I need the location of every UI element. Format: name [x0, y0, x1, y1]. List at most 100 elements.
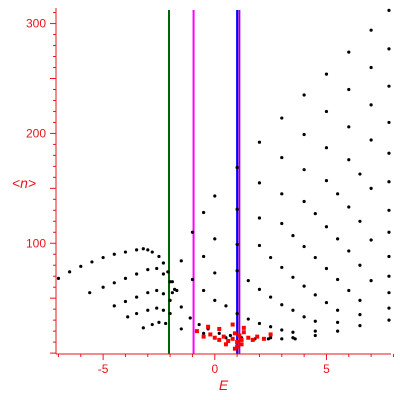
point-7-6 [257, 181, 262, 185]
point-4-4 [155, 306, 159, 310]
point-4-6 [168, 311, 172, 316]
y-tick-label: 300 [26, 17, 46, 31]
point-10-5 [291, 233, 295, 238]
point-8-4 [235, 242, 239, 246]
series-5 [141, 320, 168, 330]
point-13-3 [280, 303, 284, 307]
point-9-6 [302, 199, 306, 204]
y-tick-label: 100 [26, 236, 46, 250]
point-3-2 [123, 299, 128, 304]
point-12-2 [246, 317, 250, 321]
series-16 [280, 291, 391, 341]
point-3-3 [135, 295, 139, 299]
point-19-16 [255, 334, 260, 339]
point-6-4 [202, 210, 206, 215]
point-6-9 [302, 93, 306, 97]
point-5-2 [150, 322, 154, 327]
point-18-6 [291, 336, 295, 340]
point-7-9 [324, 109, 329, 114]
point-7-7 [280, 155, 284, 160]
point-7-11 [369, 65, 373, 70]
point-1-3 [79, 264, 83, 268]
point-1-11 [150, 250, 154, 254]
point-6-7 [257, 140, 262, 144]
point-8-1 [188, 316, 192, 320]
point-11-5 [302, 244, 306, 249]
point-9-5 [280, 221, 284, 226]
series-15 [266, 274, 391, 341]
point-18-8 [336, 329, 340, 333]
point-8-6 [280, 192, 284, 196]
point-10-4 [269, 255, 273, 260]
point-1-9 [141, 247, 145, 251]
point-16-4 [336, 308, 340, 312]
series-2 [88, 266, 177, 295]
point-8-11 [387, 84, 391, 88]
point-2-8 [161, 272, 166, 276]
point-19-2 [201, 334, 206, 339]
point-10-3 [246, 279, 250, 283]
x-tick-label: 5 [323, 362, 330, 376]
point-19-23 [223, 342, 228, 347]
series-1 [56, 247, 179, 293]
point-15-3 [302, 315, 306, 319]
point-6-2 [179, 259, 183, 263]
point-12-4 [291, 275, 295, 279]
point-1-2 [68, 270, 72, 274]
point-19-12 [239, 337, 244, 342]
series-8 [188, 84, 391, 320]
point-6-5 [213, 194, 217, 198]
point-18-2 [202, 331, 206, 335]
series-9 [197, 120, 391, 327]
point-9-9 [369, 138, 373, 142]
x-tick-label: -5 [98, 362, 109, 376]
point-17-4 [358, 313, 362, 317]
point-7-12 [387, 47, 391, 51]
point-6-8 [280, 116, 284, 120]
point-12-5 [313, 255, 317, 260]
point-7-1 [179, 305, 183, 309]
point-14-7 [387, 254, 391, 259]
point-15-7 [387, 274, 391, 278]
point-18-5 [269, 336, 273, 340]
point-2-7 [155, 266, 159, 271]
point-8-2 [202, 288, 206, 293]
point-15-2 [280, 328, 284, 332]
point-7-8 [302, 132, 306, 137]
point-17-5 [387, 306, 391, 310]
series-17 [293, 306, 391, 341]
point-17-3 [336, 320, 340, 324]
point-10-7 [336, 192, 340, 196]
point-19-1 [194, 329, 199, 334]
y-axis-label: <n> [12, 175, 36, 191]
y-ticks: 100 200 300 [26, 12, 56, 354]
point-14-5 [336, 277, 340, 282]
point-12-6 [336, 237, 340, 241]
point-7-2 [190, 277, 195, 282]
point-19-25 [239, 342, 244, 347]
point-16-6 [387, 291, 391, 295]
point-13-8 [387, 230, 391, 234]
point-19-7 [226, 339, 231, 344]
point-19-8 [230, 336, 235, 341]
point-8-9 [347, 125, 351, 129]
point-11-3 [257, 287, 262, 291]
x-axis-label: E [219, 377, 229, 393]
point-7-3 [202, 254, 206, 259]
point-14-4 [313, 293, 317, 297]
point-8-5 [257, 216, 262, 220]
point-11-9 [387, 180, 391, 184]
point-9-7 [324, 179, 329, 183]
point-19-5 [217, 337, 222, 342]
point-19-21 [217, 326, 222, 331]
point-7-4 [213, 237, 217, 241]
point-2-2 [101, 285, 105, 289]
point-6-1 [170, 291, 174, 295]
point-15-6 [369, 279, 373, 283]
point-8-3 [213, 271, 217, 275]
point-12-1 [228, 333, 233, 338]
point-16-5 [358, 298, 362, 302]
point-1-5 [101, 255, 105, 260]
point-3-5 [155, 288, 159, 293]
